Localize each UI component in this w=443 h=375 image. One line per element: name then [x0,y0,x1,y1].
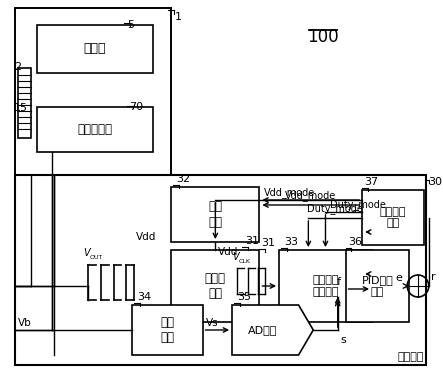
Text: 摄像机: 摄像机 [84,42,106,56]
Text: 70: 70 [129,102,144,112]
Bar [132,305,202,355]
Text: 34: 34 [137,292,151,302]
Bar [346,250,409,322]
Bar [362,190,424,245]
Text: $V$: $V$ [83,246,93,258]
Text: 时钟信号
生成电路: 时钟信号 生成电路 [312,275,339,297]
Text: 1: 1 [175,12,182,22]
Text: Duty_mode: Duty_mode [330,199,386,210]
Text: 驱动电路: 驱动电路 [398,352,424,362]
Bar [171,250,260,322]
Text: 振动传感器: 振动传感器 [78,123,113,136]
Text: 30: 30 [428,177,442,187]
Text: 33: 33 [284,237,298,247]
Text: Vdd_mode: Vdd_mode [264,187,315,198]
Text: r: r [431,272,435,282]
Text: 升压
电路: 升压 电路 [208,201,222,228]
Bar [171,187,260,242]
Text: Vdd: Vdd [218,247,239,257]
Bar [279,250,372,322]
Text: Vs: Vs [206,318,218,328]
Text: e: e [396,273,402,283]
Text: 5: 5 [127,20,134,30]
Text: Vdd_mode: Vdd_mode [285,190,336,201]
Text: 35: 35 [237,292,251,302]
Text: 驱动器
电路: 驱动器 电路 [205,272,226,300]
Text: 模式切换
电路: 模式切换 电路 [380,207,406,228]
Text: 31: 31 [261,238,276,248]
Bar [15,8,171,175]
Text: 31: 31 [245,236,259,246]
Text: 100: 100 [307,28,339,46]
Text: CLK: CLK [239,259,251,264]
Bar [37,107,153,152]
Text: $V$: $V$ [232,250,241,262]
Text: Vdd: Vdd [136,232,157,242]
Bar [37,25,153,73]
Text: s: s [341,335,346,345]
Text: 2: 2 [14,62,21,72]
Polygon shape [232,305,313,355]
Text: AD电路: AD电路 [248,325,277,335]
Text: Duty_mode: Duty_mode [307,203,363,214]
Text: PID控制
电路: PID控制 电路 [361,275,393,297]
Text: f: f [337,277,341,287]
Text: 32: 32 [176,174,190,184]
Text: 37: 37 [364,177,378,187]
Text: Vb: Vb [18,318,31,328]
Bar [15,175,426,365]
Text: 36: 36 [349,237,362,247]
Text: OUT: OUT [90,255,103,260]
Text: 放大
电路: 放大 电路 [160,316,175,344]
Bar [18,68,31,138]
Text: 15: 15 [14,103,28,113]
